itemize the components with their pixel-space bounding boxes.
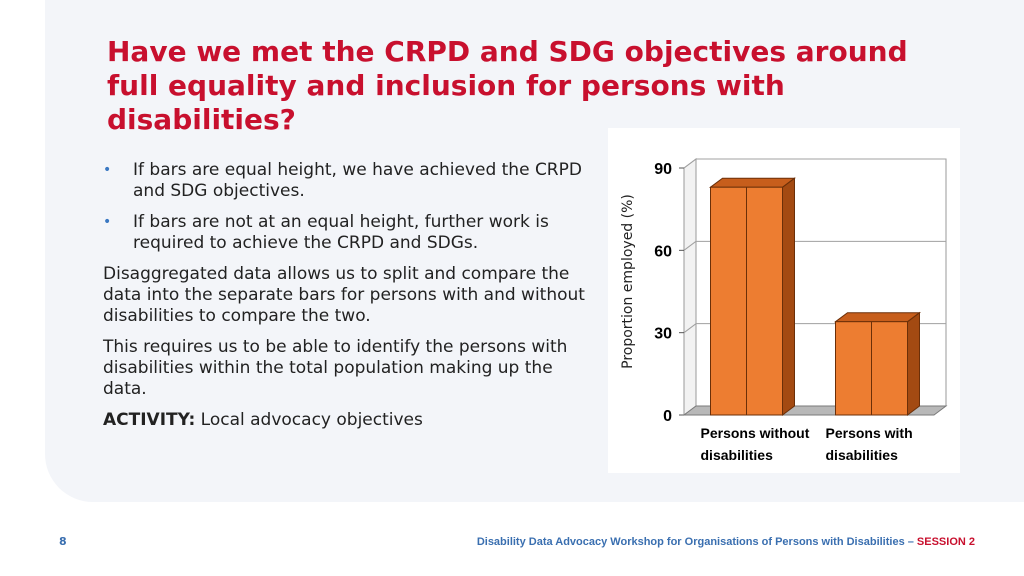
footer-workshop: Disability Data Advocacy Workshop for Or…: [476, 536, 917, 548]
bar-side: [782, 177, 795, 416]
paragraph: This requires us to be able to identify …: [103, 337, 568, 399]
x-category-label: Persons with: [826, 425, 913, 441]
activity-text: Local advocacy objectives: [195, 410, 423, 430]
bullet-item: • If bars are equal height, we have achi…: [103, 160, 593, 202]
footer-text: Disability Data Advocacy Workshop for Or…: [477, 536, 975, 548]
bullet-text: If bars are not at an equal height, furt…: [133, 212, 549, 253]
plot-side-wall: [683, 158, 697, 416]
x-category-label: Persons without: [701, 425, 810, 441]
footer-session: SESSION 2: [916, 536, 975, 548]
y-tick-label: 90: [654, 161, 672, 178]
bullet-text: If bars are equal height, we have achiev…: [133, 160, 582, 201]
y-tick-label: 60: [654, 243, 672, 260]
bar-top: [834, 312, 921, 323]
x-category-label: disabilities: [701, 447, 774, 463]
bar-top: [709, 177, 796, 188]
gridline-side: [683, 323, 697, 334]
gridline-side: [683, 158, 697, 169]
slide-title: Have we met the CRPD and SDG objectives …: [107, 35, 908, 136]
activity-line: ACTIVITY: Local advocacy objectives: [103, 410, 593, 431]
bar-side: [907, 311, 920, 416]
y-tick-label: 30: [654, 326, 672, 343]
bullet-dot-icon: •: [103, 162, 112, 178]
paragraph: Disaggregated data allows us to split an…: [103, 264, 585, 326]
y-axis-label: Proportion employed (%): [620, 194, 636, 369]
bar-chart: 0 30 60 90 Proportion employed (%) Persons wi…: [620, 158, 948, 463]
x-category-label: disabilities: [826, 447, 899, 463]
gridline-side: [683, 240, 697, 251]
bullet-dot-icon: •: [103, 214, 112, 230]
y-tick-label: 0: [663, 408, 672, 425]
bullet-item: • If bars are not at an equal height, fu…: [103, 212, 593, 254]
chart-container: 0 30 60 90 Proportion employed (%) Persons wi…: [608, 128, 960, 473]
body-text: • If bars are equal height, we have achi…: [103, 160, 593, 431]
activity-label: ACTIVITY:: [103, 410, 196, 430]
page-number: 8: [59, 535, 67, 548]
